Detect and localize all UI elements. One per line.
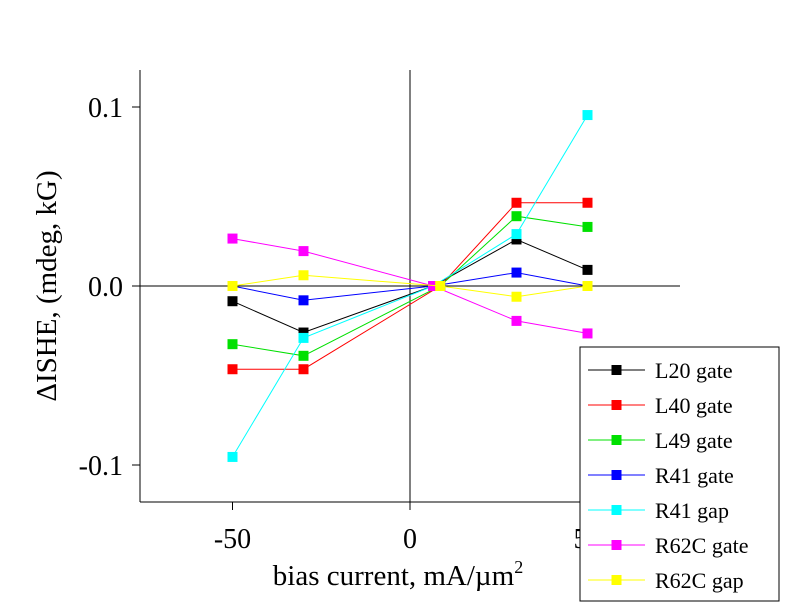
x-axis-label: bias current, mA/µm2 [273, 557, 523, 592]
series-r62c-gate [227, 233, 593, 339]
legend-entry: R62C gate [588, 533, 749, 558]
data-point [227, 233, 238, 244]
data-point [298, 246, 309, 257]
legend-marker [611, 505, 622, 515]
legend-entry: L49 gate [588, 428, 733, 453]
legend-marker [611, 435, 622, 445]
data-point [582, 197, 593, 208]
data-point [582, 281, 593, 291]
y-tick-label: 0.1 [88, 93, 123, 124]
data-point [298, 350, 309, 361]
data-point [435, 281, 446, 291]
x-axis-label-text: bias current, mA/µm [273, 560, 515, 592]
data-point [298, 364, 309, 375]
legend-entry: L40 gate [588, 393, 733, 418]
legend-label: L40 gate [655, 393, 733, 418]
data-point [298, 270, 309, 281]
legend-marker [611, 365, 622, 375]
data-point [227, 281, 238, 291]
data-point [582, 264, 593, 275]
legend-label: R41 gate [655, 463, 734, 488]
data-point [227, 296, 238, 307]
data-point [511, 197, 522, 208]
data-point [227, 364, 238, 375]
legend-label: R62C gate [655, 533, 749, 558]
data-point [511, 315, 522, 326]
legend-label: R41 gap [655, 498, 729, 523]
x-axis-label-superscript: 2 [514, 557, 523, 577]
x-tick-label: -50 [214, 524, 251, 555]
axis-ticks [132, 106, 588, 510]
legend-label: R62C gap [655, 568, 744, 593]
legend-entry: L20 gate [588, 358, 733, 383]
series-layer [227, 110, 593, 462]
series-r62c-gap [227, 270, 593, 302]
y-tick-label: 0.0 [88, 272, 123, 303]
legend-label: L20 gate [655, 358, 733, 383]
x-tick-label: 0 [403, 524, 417, 555]
legend-marker [611, 575, 622, 585]
legend-entry: R41 gate [588, 463, 734, 488]
data-point [582, 328, 593, 339]
data-point [582, 110, 593, 121]
legend-marker [611, 540, 622, 550]
data-point [511, 267, 522, 278]
legend-marker [611, 400, 622, 410]
legend-label: L49 gate [655, 428, 733, 453]
tick-labels: -50050-0.10.00.1 [79, 93, 602, 555]
data-point [511, 291, 522, 302]
data-point [428, 281, 439, 291]
legend-marker [611, 470, 622, 480]
data-point [511, 211, 522, 222]
legend-entry: R62C gap [588, 568, 744, 593]
y-axis-label: ΔISHE, (mdeg, kG) [31, 170, 63, 401]
data-point [298, 327, 309, 338]
legend-entry: R41 gap [588, 498, 729, 523]
legend: L20 gate L40 gate L49 gate R41 gate R41 gap R… [579, 346, 780, 602]
data-point [511, 229, 522, 240]
data-point [227, 451, 238, 462]
y-tick-label: -0.1 [79, 451, 123, 482]
data-point [298, 295, 309, 306]
data-point [511, 234, 522, 245]
data-point [582, 221, 593, 232]
data-point [298, 332, 309, 343]
data-point [227, 339, 238, 350]
